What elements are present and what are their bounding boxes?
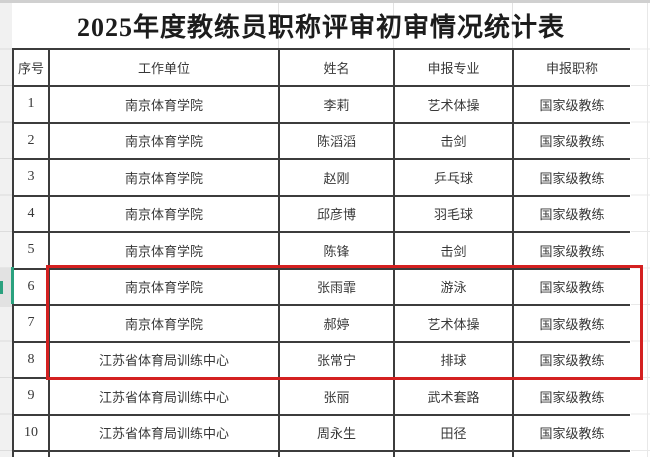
cell-applied-major[interactable]: 游泳 bbox=[393, 267, 514, 306]
cell-name[interactable]: 邱彦博 bbox=[278, 194, 395, 233]
table-row: 2 南京体育学院 陈滔滔 击剑 国家级教练 bbox=[12, 121, 630, 160]
gridline bbox=[393, 3, 394, 48]
cell-name[interactable]: 李莉 bbox=[278, 85, 395, 124]
cell-applied-title[interactable]: 国家级教练 bbox=[512, 304, 630, 343]
gutter-selection-tick bbox=[0, 281, 3, 294]
cell-index[interactable]: 2 bbox=[12, 121, 50, 160]
table-row: 6 南京体育学院 张雨霏 游泳 国家级教练 bbox=[12, 267, 630, 306]
cell-work-unit[interactable]: 南京体育学院 bbox=[48, 121, 280, 160]
cell-index[interactable]: 10 bbox=[12, 413, 50, 452]
table-row: 9 江苏省体育局训练中心 张丽 武术套路 国家级教练 bbox=[12, 377, 630, 416]
cell-applied-title[interactable]: 国家级教练 bbox=[512, 158, 630, 197]
cell-index[interactable]: 7 bbox=[12, 304, 50, 343]
cell-work-unit[interactable]: 南京体育学院 bbox=[48, 194, 280, 233]
cell-index[interactable]: 9 bbox=[12, 377, 50, 416]
cell-index[interactable]: 8 bbox=[12, 340, 50, 379]
cell-applied-title[interactable]: 国家级教练 bbox=[512, 377, 630, 416]
cell-empty[interactable] bbox=[393, 450, 514, 457]
cell-applied-title[interactable]: 国家级教练 bbox=[512, 413, 630, 452]
header-cell-name[interactable]: 姓名 bbox=[278, 48, 395, 87]
cell-applied-title[interactable]: 国家级教练 bbox=[512, 231, 630, 270]
cell-index[interactable]: 4 bbox=[12, 194, 50, 233]
cell-work-unit[interactable]: 南京体育学院 bbox=[48, 267, 280, 306]
cell-empty[interactable] bbox=[512, 450, 630, 457]
cell-name[interactable]: 周永生 bbox=[278, 413, 395, 452]
cell-applied-major[interactable]: 击剑 bbox=[393, 231, 514, 270]
cell-name[interactable]: 郝婷 bbox=[278, 304, 395, 343]
cell-empty[interactable] bbox=[48, 450, 280, 457]
table-row: 1 南京体育学院 李莉 艺术体操 国家级教练 bbox=[12, 85, 630, 124]
page-title[interactable]: 2025年度教练员职称评审初审情况统计表 bbox=[76, 13, 565, 42]
cell-work-unit[interactable]: 江苏省体育局训练中心 bbox=[48, 340, 280, 379]
header-cell-applied-title[interactable]: 申报职称 bbox=[512, 48, 630, 87]
cell-empty[interactable] bbox=[278, 450, 395, 457]
cell-name[interactable]: 张常宁 bbox=[278, 340, 395, 379]
cell-applied-title[interactable]: 国家级教练 bbox=[512, 85, 630, 124]
cell-index[interactable]: 5 bbox=[12, 231, 50, 270]
gutter-selected-row-block bbox=[0, 268, 12, 307]
cell-work-unit[interactable]: 江苏省体育局训练中心 bbox=[48, 413, 280, 452]
cell-applied-major[interactable]: 乒乓球 bbox=[393, 158, 514, 197]
cell-name[interactable]: 张雨霏 bbox=[278, 267, 395, 306]
cell-applied-title[interactable]: 国家级教练 bbox=[512, 340, 630, 379]
cell-applied-major[interactable]: 击剑 bbox=[393, 121, 514, 160]
cell-work-unit[interactable]: 南京体育学院 bbox=[48, 85, 280, 124]
partial-row bbox=[12, 450, 630, 457]
cell-index[interactable]: 1 bbox=[12, 85, 50, 124]
header-row: 序号 工作单位 姓名 申报专业 申报职称 bbox=[12, 48, 630, 87]
table-row: 4 南京体育学院 邱彦博 羽毛球 国家级教练 bbox=[12, 194, 630, 233]
cell-name[interactable]: 陈滔滔 bbox=[278, 121, 395, 160]
cell-applied-title[interactable]: 国家级教练 bbox=[512, 267, 630, 306]
cell-applied-major[interactable]: 武术套路 bbox=[393, 377, 514, 416]
table-row: 10 江苏省体育局训练中心 周永生 田径 国家级教练 bbox=[12, 413, 630, 452]
cell-work-unit[interactable]: 南京体育学院 bbox=[48, 231, 280, 270]
header-cell-index[interactable]: 序号 bbox=[12, 48, 50, 87]
header-cell-applied-major[interactable]: 申报专业 bbox=[393, 48, 514, 87]
table-row: 8 江苏省体育局训练中心 张常宁 排球 国家级教练 bbox=[12, 340, 630, 379]
right-margin-gridlines bbox=[631, 3, 650, 457]
cell-applied-major[interactable]: 艺术体操 bbox=[393, 85, 514, 124]
cell-work-unit[interactable]: 江苏省体育局训练中心 bbox=[48, 377, 280, 416]
cell-name[interactable]: 赵刚 bbox=[278, 158, 395, 197]
cell-applied-title[interactable]: 国家级教练 bbox=[512, 121, 630, 160]
cell-work-unit[interactable]: 南京体育学院 bbox=[48, 158, 280, 197]
gridline bbox=[647, 3, 648, 457]
stats-table: 序号 工作单位 姓名 申报专业 申报职称 1 南京体育学院 李莉 艺术体操 国家级教练 2 南京体育… bbox=[12, 48, 630, 457]
table-row: 3 南京体育学院 赵刚 乒乓球 国家级教练 bbox=[12, 158, 630, 197]
header-cell-work-unit[interactable]: 工作单位 bbox=[48, 48, 280, 87]
gridline bbox=[512, 3, 513, 48]
left-gutter bbox=[0, 3, 12, 457]
cell-applied-major[interactable]: 排球 bbox=[393, 340, 514, 379]
cell-index[interactable]: 3 bbox=[12, 158, 50, 197]
cell-name[interactable]: 陈锋 bbox=[278, 231, 395, 270]
window-top-edge bbox=[0, 0, 650, 3]
cell-applied-major[interactable]: 艺术体操 bbox=[393, 304, 514, 343]
cell-applied-major[interactable]: 羽毛球 bbox=[393, 194, 514, 233]
cell-work-unit[interactable]: 南京体育学院 bbox=[48, 304, 280, 343]
cell-index[interactable]: 6 bbox=[12, 267, 50, 306]
stats-table-wrap: 序号 工作单位 姓名 申报专业 申报职称 1 南京体育学院 李莉 艺术体操 国家级教练 2 南京体育… bbox=[12, 48, 630, 457]
cell-empty[interactable] bbox=[12, 450, 50, 457]
cell-applied-major[interactable]: 田径 bbox=[393, 413, 514, 452]
cell-applied-title[interactable]: 国家级教练 bbox=[512, 194, 630, 233]
table-row: 5 南京体育学院 陈锋 击剑 国家级教练 bbox=[12, 231, 630, 270]
table-row: 7 南京体育学院 郝婷 艺术体操 国家级教练 bbox=[12, 304, 630, 343]
gridline bbox=[278, 3, 279, 48]
cell-name[interactable]: 张丽 bbox=[278, 377, 395, 416]
